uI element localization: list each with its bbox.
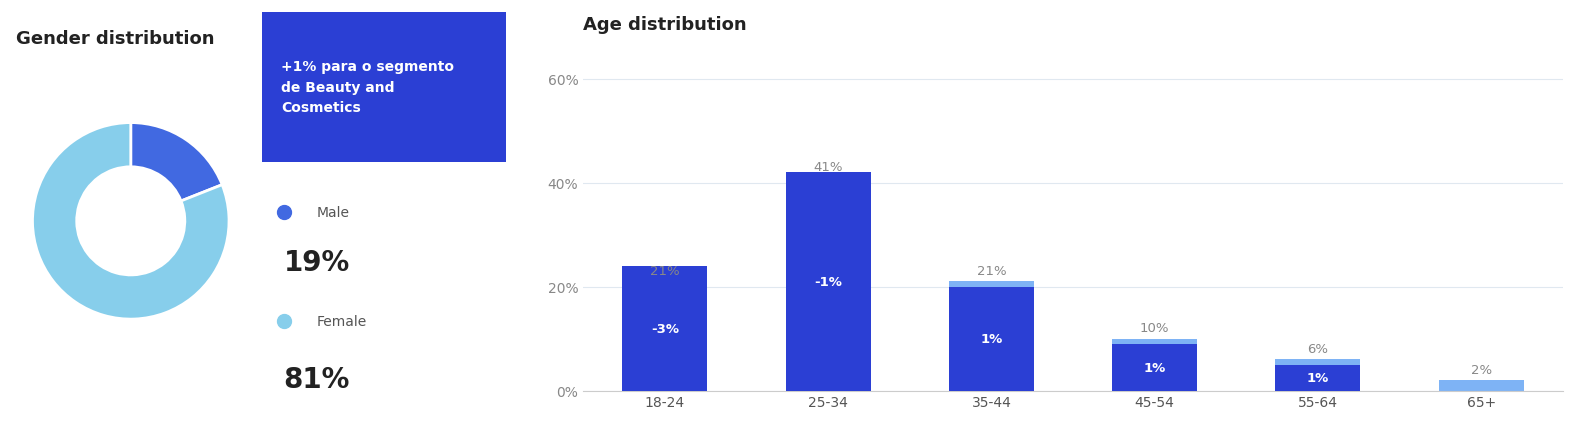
Bar [1439,380,1523,391]
Text: 6%: 6% [1308,342,1328,355]
Bar [949,282,1033,391]
Text: 21%: 21% [976,265,1006,278]
Text: Gender distribution: Gender distribution [16,30,214,48]
Text: 81%: 81% [284,365,350,393]
Text: 10%: 10% [1140,322,1170,335]
Text: -1%: -1% [815,275,842,288]
Bar [623,282,707,391]
Text: -3%: -3% [651,322,678,335]
Bar [1276,359,1360,391]
Wedge shape [32,123,228,319]
Text: 41%: 41% [813,161,843,174]
Wedge shape [130,123,222,201]
Bar [949,287,1033,391]
Text: 1%: 1% [1306,371,1330,384]
Text: Male: Male [317,206,350,220]
Text: Age distribution: Age distribution [583,16,747,33]
Text: 19%: 19% [284,249,350,276]
FancyBboxPatch shape [262,13,506,163]
Bar [1113,339,1197,391]
Bar [786,173,870,391]
Bar [623,266,707,391]
Text: 1%: 1% [980,332,1003,345]
Text: +1% para o segmento
de Beauty and
Cosmetics: +1% para o segmento de Beauty and Cosmet… [281,60,453,115]
Text: 2%: 2% [1471,363,1491,376]
Text: Female: Female [317,314,368,328]
Bar [786,178,870,391]
Bar [1276,365,1360,391]
Bar [1113,344,1197,391]
Text: 21%: 21% [650,265,680,278]
Text: 1%: 1% [1143,361,1167,374]
